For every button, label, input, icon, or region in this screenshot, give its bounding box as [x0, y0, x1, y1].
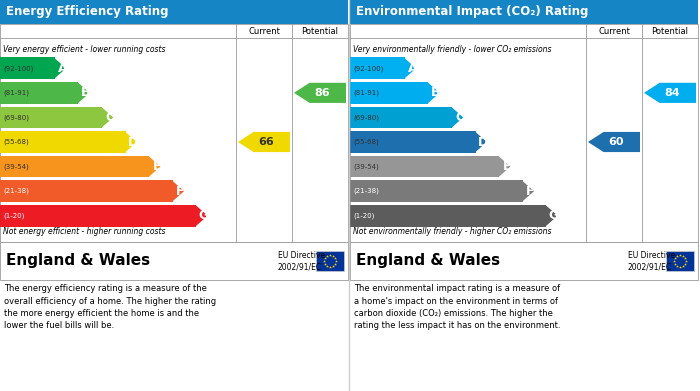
Bar	[0, 180, 173, 202]
Text: 86: 86	[314, 88, 330, 98]
Text: 84: 84	[664, 88, 680, 98]
Polygon shape	[195, 205, 208, 226]
Bar	[350, 242, 698, 280]
Bar	[350, 82, 428, 104]
Bar	[0, 156, 149, 178]
Text: A: A	[57, 62, 67, 75]
Text: (69-80): (69-80)	[3, 114, 29, 121]
Text: England & Wales: England & Wales	[6, 253, 150, 269]
Text: Current: Current	[248, 27, 280, 36]
Polygon shape	[588, 132, 640, 152]
Polygon shape	[238, 132, 290, 152]
Bar	[0, 57, 55, 79]
Text: EU Directive
2002/91/EC: EU Directive 2002/91/EC	[278, 251, 325, 271]
Polygon shape	[78, 82, 90, 104]
Text: The energy efficiency rating is a measure of the
overall efficiency of a home. T: The energy efficiency rating is a measur…	[4, 284, 216, 330]
Bar	[350, 24, 698, 242]
Bar	[0, 24, 348, 242]
Bar	[350, 57, 405, 79]
Text: C: C	[455, 111, 464, 124]
Text: (39-54): (39-54)	[3, 163, 29, 170]
Text: B: B	[431, 86, 441, 99]
Polygon shape	[148, 156, 160, 178]
Text: C: C	[105, 111, 114, 124]
Bar	[350, 180, 523, 202]
Polygon shape	[404, 57, 416, 79]
Text: Potential: Potential	[302, 27, 339, 36]
Bar	[350, 205, 547, 226]
Text: (81-91): (81-91)	[353, 90, 379, 96]
Polygon shape	[451, 107, 463, 128]
Bar	[350, 0, 698, 24]
Polygon shape	[522, 180, 534, 202]
Bar	[350, 107, 452, 128]
Text: The environmental impact rating is a measure of
a home's impact on the environme: The environmental impact rating is a mea…	[354, 284, 561, 330]
Bar	[350, 156, 499, 178]
Text: 66: 66	[258, 137, 274, 147]
Polygon shape	[428, 82, 440, 104]
Text: (1-20): (1-20)	[353, 212, 375, 219]
Text: (92-100): (92-100)	[353, 65, 384, 72]
Text: D: D	[128, 136, 139, 149]
Bar	[666, 251, 694, 271]
Text: D: D	[478, 136, 489, 149]
Bar	[350, 131, 475, 153]
Polygon shape	[125, 131, 137, 153]
Text: G: G	[549, 209, 559, 222]
Bar	[0, 242, 348, 280]
Bar	[0, 107, 102, 128]
Text: (21-38): (21-38)	[3, 188, 29, 194]
Text: (39-54): (39-54)	[353, 163, 379, 170]
Text: Environmental Impact (CO₂) Rating: Environmental Impact (CO₂) Rating	[356, 5, 589, 18]
Text: (55-68): (55-68)	[353, 139, 379, 145]
Text: (81-91): (81-91)	[3, 90, 29, 96]
Text: England & Wales: England & Wales	[356, 253, 500, 269]
Polygon shape	[644, 83, 696, 103]
Text: E: E	[153, 160, 161, 173]
Polygon shape	[172, 180, 184, 202]
Bar	[0, 82, 78, 104]
Text: Very environmentally friendly - lower CO₂ emissions: Very environmentally friendly - lower CO…	[353, 45, 552, 54]
Polygon shape	[101, 107, 113, 128]
Text: (1-20): (1-20)	[3, 212, 25, 219]
Bar	[316, 251, 344, 271]
Text: Current: Current	[598, 27, 630, 36]
Polygon shape	[545, 205, 558, 226]
Text: EU Directive
2002/91/EC: EU Directive 2002/91/EC	[628, 251, 675, 271]
Bar	[0, 131, 125, 153]
Text: (21-38): (21-38)	[353, 188, 379, 194]
Text: F: F	[176, 185, 185, 197]
Text: Energy Efficiency Rating: Energy Efficiency Rating	[6, 5, 169, 18]
Text: Not environmentally friendly - higher CO₂ emissions: Not environmentally friendly - higher CO…	[353, 228, 552, 237]
Text: F: F	[526, 185, 535, 197]
Text: A: A	[407, 62, 417, 75]
Text: G: G	[199, 209, 209, 222]
Text: (92-100): (92-100)	[3, 65, 34, 72]
Text: (69-80): (69-80)	[353, 114, 379, 121]
Bar	[0, 205, 197, 226]
Text: 60: 60	[608, 137, 624, 147]
Text: B: B	[81, 86, 91, 99]
Text: Very energy efficient - lower running costs: Very energy efficient - lower running co…	[3, 45, 165, 54]
Polygon shape	[294, 83, 346, 103]
Text: E: E	[503, 160, 511, 173]
Polygon shape	[475, 131, 487, 153]
Text: Potential: Potential	[652, 27, 689, 36]
Polygon shape	[54, 57, 66, 79]
Text: Not energy efficient - higher running costs: Not energy efficient - higher running co…	[3, 228, 165, 237]
Text: (55-68): (55-68)	[3, 139, 29, 145]
Bar	[0, 0, 348, 24]
Polygon shape	[498, 156, 510, 178]
